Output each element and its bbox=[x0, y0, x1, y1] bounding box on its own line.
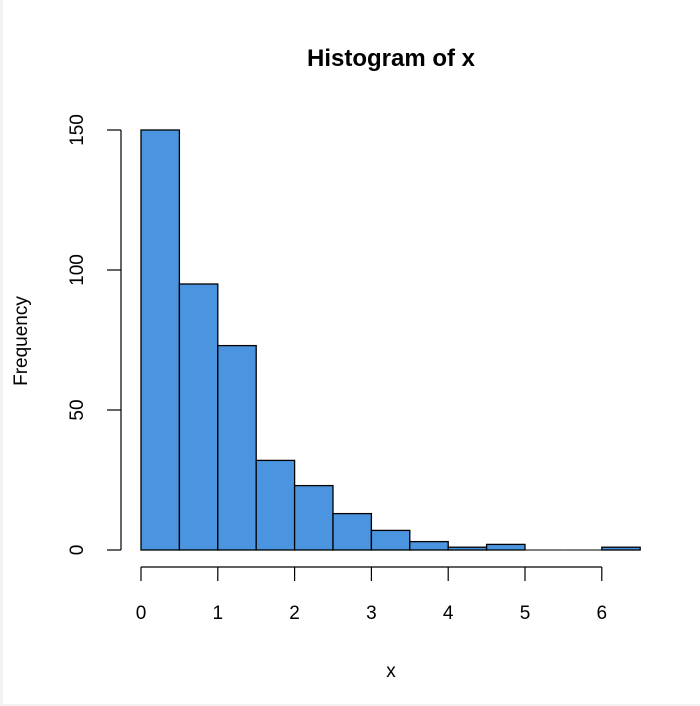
histogram-bar bbox=[332, 512, 373, 551]
x-tick-label: 0 bbox=[136, 603, 147, 624]
histogram-bar bbox=[409, 540, 449, 551]
x-tick-label: 4 bbox=[443, 603, 454, 624]
histogram-bar bbox=[293, 484, 334, 551]
histogram-bar bbox=[447, 546, 488, 551]
y-tick-label: 50 bbox=[67, 399, 88, 420]
x-tick-label: 3 bbox=[366, 603, 377, 624]
x-tick-label: 5 bbox=[520, 603, 531, 624]
histogram-bar bbox=[217, 344, 257, 551]
y-tick-label: 100 bbox=[67, 254, 88, 286]
chart-title: Histogram of x bbox=[307, 45, 476, 72]
histogram-bar bbox=[178, 283, 219, 551]
y-axis: 0 50 100 150 bbox=[67, 114, 122, 556]
histogram-bar bbox=[601, 546, 641, 551]
x-axis: 0 1 2 3 4 5 6 bbox=[136, 566, 608, 624]
histogram-bar bbox=[255, 459, 296, 551]
x-axis-label: x bbox=[386, 661, 396, 682]
y-tick-label: 0 bbox=[67, 545, 88, 556]
histogram-bar bbox=[140, 129, 181, 551]
x-tick-label: 6 bbox=[597, 603, 608, 624]
window-edge-left bbox=[0, 0, 3, 706]
y-tick-label: 150 bbox=[67, 114, 88, 146]
x-tick-label: 1 bbox=[213, 603, 224, 624]
histogram-bar bbox=[370, 529, 411, 551]
window-edge-bottom bbox=[0, 704, 700, 706]
histogram-bar bbox=[485, 543, 526, 551]
histogram-bars bbox=[140, 129, 641, 551]
x-tick-label: 2 bbox=[289, 603, 300, 624]
y-axis-label: Frequency bbox=[11, 296, 32, 386]
